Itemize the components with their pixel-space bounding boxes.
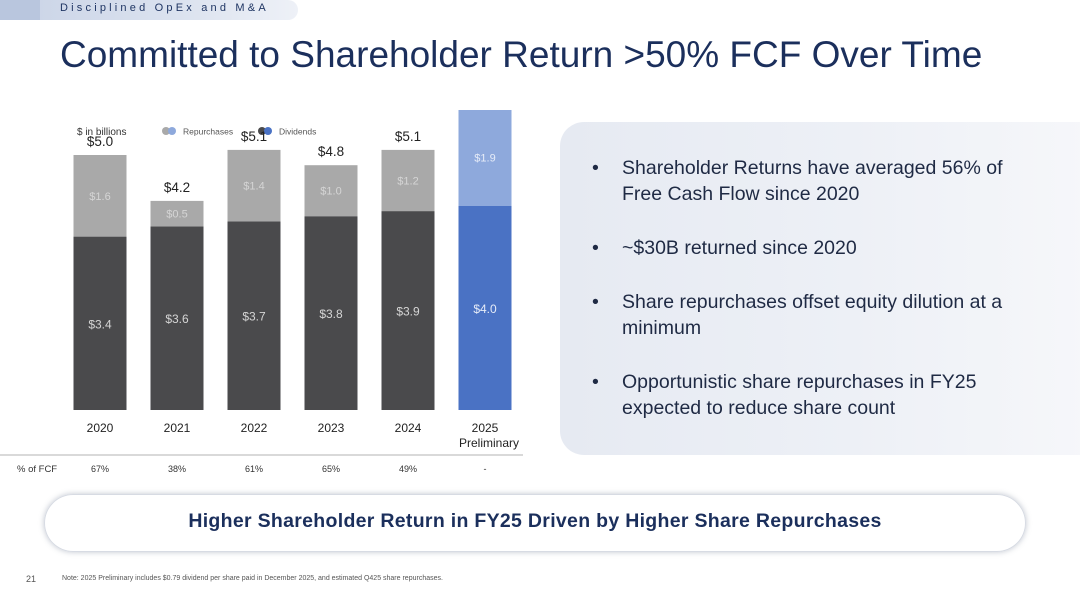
bullet-dot: •	[592, 291, 599, 313]
key-point-text: ~$30B returned since 2020	[622, 237, 857, 259]
key-point-text: Share repurchases offset equity dilution…	[622, 291, 1003, 339]
bar-repurchases	[227, 149, 281, 222]
summary-banner-text: Higher Shareholder Return in FY25 Driven…	[188, 510, 882, 532]
x-tick-label: 2025	[472, 421, 499, 435]
bar-repurchases	[150, 200, 204, 227]
shareholder-return-chart: $ in billions Repurchases Dividends $3.4 $1.…	[0, 110, 523, 475]
legend-label-repurchases: Repurchases	[183, 127, 233, 137]
footnote: Note: 2025 Preliminary includes $0.79 di…	[62, 575, 443, 582]
key-points-list: • Shareholder Returns have averaged 56% o…	[590, 155, 1010, 449]
total-label: $5.1	[241, 129, 267, 144]
data-label-repurchases: $1.2	[397, 176, 418, 188]
bar-dividends	[73, 236, 127, 410]
data-label-repurchases: $1.9	[474, 153, 495, 165]
data-label-repurchases: $0.5	[166, 209, 187, 221]
total-label: $4.2	[164, 180, 190, 195]
key-point: • ~$30B returned since 2020	[590, 235, 1010, 261]
section-tab-accent	[0, 0, 40, 20]
data-label-repurchases: $1.0	[320, 186, 341, 198]
bullet-dot: •	[592, 157, 599, 179]
x-tick-label: 2024	[395, 421, 422, 435]
bullet-dot: •	[592, 237, 599, 259]
data-label-dividends: $3.8	[319, 307, 343, 321]
bar-dividends	[304, 216, 358, 410]
key-point: • Share repurchases offset equity dilutio…	[590, 289, 1010, 341]
fcf-percent-value: 38%	[168, 464, 186, 474]
key-point: • Shareholder Returns have averaged 56% o…	[590, 155, 1010, 207]
data-label-dividends: $4.0	[473, 302, 497, 316]
x-tick-label: 2022	[241, 421, 268, 435]
fcf-percent-value: 49%	[399, 464, 417, 474]
total-label: $5.1	[395, 129, 421, 144]
data-label-repurchases: $1.4	[243, 181, 264, 193]
key-point: • Opportunistic share repurchases in FY25…	[590, 369, 1010, 421]
x-tick-label: 2021	[164, 421, 191, 435]
page-number: 21	[26, 574, 37, 584]
bar-repurchases	[304, 165, 358, 217]
x-tick-label: 2020	[87, 421, 114, 435]
fcf-row-label: % of FCF	[17, 464, 57, 475]
bar-repurchases	[381, 149, 435, 212]
fcf-percent-value: -	[484, 464, 487, 474]
total-label: $4.8	[318, 144, 344, 159]
key-points-panel: • Shareholder Returns have averaged 56% o…	[560, 122, 1080, 455]
fcf-percent-value: 67%	[91, 464, 109, 474]
bar-dividends	[150, 226, 204, 410]
legend-swatch-dividends	[258, 127, 266, 135]
bullet-dot: •	[592, 371, 599, 393]
section-tab: Disciplined OpEx and M&A	[0, 0, 298, 20]
bar-dividends	[458, 206, 512, 410]
summary-banner: Higher Shareholder Return in FY25 Driven…	[44, 494, 1026, 552]
legend-swatch-repurchases-highlight	[168, 127, 176, 135]
bar-dividends	[381, 211, 435, 410]
unit-label: $ in billions	[77, 127, 126, 138]
page-title: Committed to Shareholder Return >50% FCF…	[60, 34, 983, 75]
section-label: Disciplined OpEx and M&A	[60, 2, 269, 14]
fcf-percent-value: 65%	[322, 464, 340, 474]
data-label-dividends: $3.7	[242, 310, 266, 324]
legend-swatch-dividends-highlight	[264, 127, 272, 135]
x-tick-label: 2023	[318, 421, 345, 435]
key-point-text: Opportunistic share repurchases in FY25 …	[622, 371, 977, 419]
legend-label-dividends: Dividends	[279, 127, 316, 137]
key-point-text: Shareholder Returns have averaged 56% of…	[622, 157, 1003, 205]
legend-swatch-repurchases	[162, 127, 170, 135]
fcf-percent-value: 61%	[245, 464, 263, 474]
data-label-dividends: $3.9	[396, 305, 420, 319]
total-label: $5.0	[87, 134, 113, 149]
data-label-dividends: $3.6	[165, 312, 189, 326]
x-tick-sublabel: Preliminary	[459, 436, 519, 450]
bar-repurchases	[73, 155, 127, 237]
bar-repurchases	[458, 110, 512, 206]
data-label-repurchases: $1.6	[89, 191, 110, 203]
data-label-dividends: $3.4	[88, 317, 112, 331]
bar-dividends	[227, 221, 281, 410]
